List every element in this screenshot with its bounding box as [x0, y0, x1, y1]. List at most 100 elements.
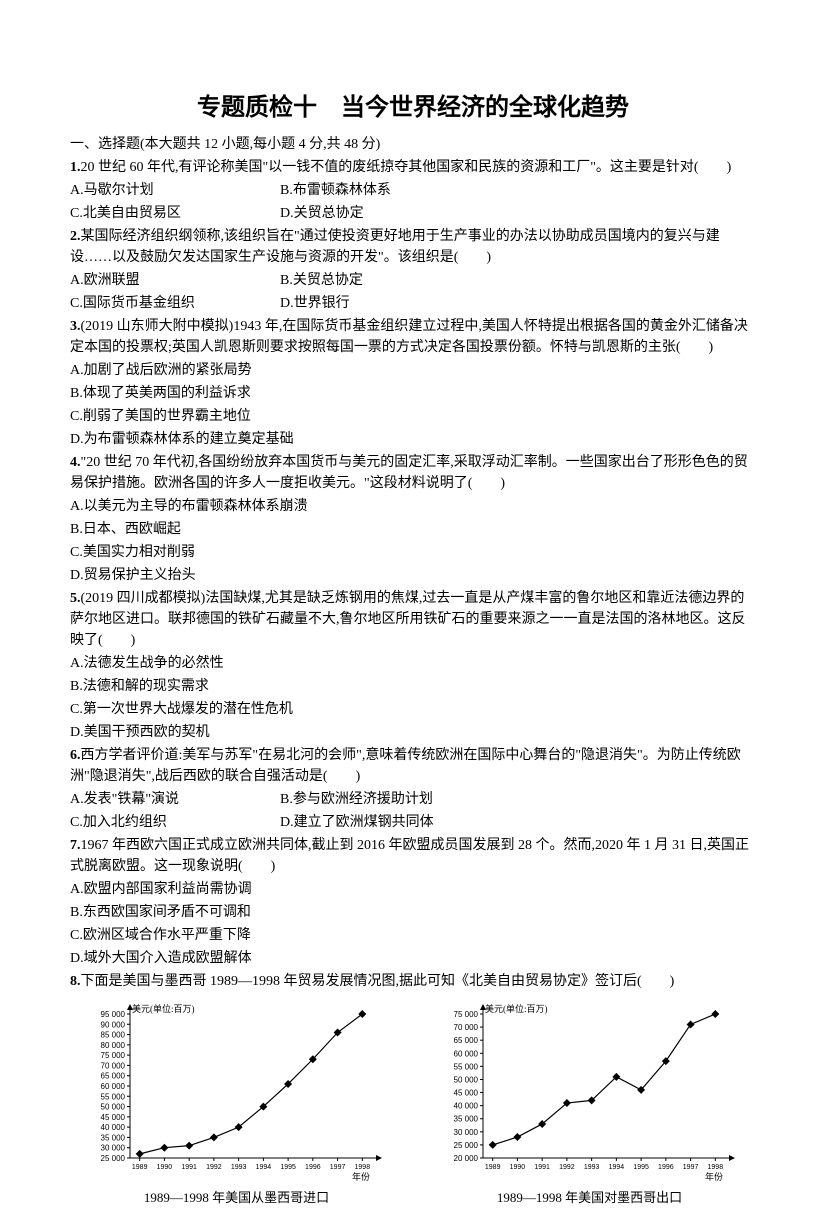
option: B.关贸总协定 [280, 270, 363, 291]
question-number: 4. [70, 455, 81, 470]
svg-text:35 000: 35 000 [100, 1133, 125, 1142]
question: 2.某国际经济组织纲领称,该组织旨在"通过使投资更好地用于生产事业的办法以协助成… [70, 226, 756, 268]
page-title: 专题质检十 当今世界经济的全球化趋势 [70, 90, 756, 126]
svg-text:1993: 1993 [583, 1164, 599, 1171]
option-line: C.加入北约组织D.建立了欧洲煤钢共同体 [70, 812, 756, 833]
question: 6.西方学者评价道:美军与苏军"在易北河的会师",意味着传统欧洲在国际中心舞台的… [70, 745, 756, 787]
svg-text:1990: 1990 [509, 1164, 525, 1171]
question-number: 3. [70, 319, 81, 334]
question-number: 2. [70, 229, 81, 244]
question-number: 8. [70, 974, 81, 989]
svg-text:45 000: 45 000 [100, 1113, 125, 1122]
svg-text:65 000: 65 000 [100, 1072, 125, 1081]
svg-text:1995: 1995 [280, 1164, 296, 1171]
svg-text:70 000: 70 000 [100, 1061, 125, 1070]
charts-row: 25 00030 00035 00040 00045 00050 00055 0… [70, 996, 756, 1208]
svg-text:35 000: 35 000 [453, 1115, 478, 1124]
chart-left: 25 00030 00035 00040 00045 00050 00055 0… [82, 996, 392, 1186]
svg-text:1995: 1995 [633, 1164, 649, 1171]
chart-left-caption: 1989—1998 年美国从墨西哥进口 [144, 1188, 329, 1208]
option-line: D.美国干预西欧的契机 [70, 722, 756, 743]
option: D.建立了欧洲煤钢共同体 [280, 812, 434, 833]
question: 3.(2019 山东师大附中模拟)1943 年,在国际货币基金组织建立过程中,美… [70, 316, 756, 358]
question-text: 西方学者评价道:美军与苏军"在易北河的会师",意味着传统欧洲在国际中心舞台的"隐… [70, 748, 741, 784]
option-line: B.体现了英美两国的利益诉求 [70, 383, 756, 404]
chart-left-block: 25 00030 00035 00040 00045 00050 00055 0… [70, 996, 403, 1208]
option-line: D.贸易保护主义抬头 [70, 565, 756, 586]
question: 4."20 世纪 70 年代初,各国纷纷放弃本国货币与美元的固定汇率,采取浮动汇… [70, 452, 756, 494]
option: A.马歇尔计划 [70, 180, 250, 201]
svg-text:1989: 1989 [484, 1164, 500, 1171]
svg-text:70 000: 70 000 [453, 1023, 478, 1032]
option-line: C.北美自由贸易区D.关贸总协定 [70, 203, 756, 224]
svg-text:60 000: 60 000 [453, 1049, 478, 1058]
svg-text:55 000: 55 000 [100, 1092, 125, 1101]
svg-text:1997: 1997 [682, 1164, 698, 1171]
option-line: A.欧盟内部国家利益尚需协调 [70, 879, 756, 900]
chart-right: 20 00025 00030 00035 00040 00045 00050 0… [435, 996, 745, 1186]
question-text: (2019 四川成都模拟)法国缺煤,尤其是缺乏炼钢用的焦煤,过去一直是从产煤丰富… [70, 591, 746, 648]
svg-text:90 000: 90 000 [100, 1020, 125, 1029]
svg-text:80 000: 80 000 [100, 1041, 125, 1050]
svg-text:1994: 1994 [608, 1164, 624, 1171]
option-line: C.第一次世界大战爆发的潜在性危机 [70, 699, 756, 720]
svg-text:1996: 1996 [658, 1164, 674, 1171]
option-line: B.东西欧国家间矛盾不可调和 [70, 902, 756, 923]
question: 8.下面是美国与墨西哥 1989—1998 年贸易发展情况图,据此可知《北美自由… [70, 971, 756, 992]
question-text: "20 世纪 70 年代初,各国纷纷放弃本国货币与美元的固定汇率,采取浮动汇率制… [70, 455, 748, 491]
svg-text:1994: 1994 [255, 1164, 271, 1171]
question: 1.20 世纪 60 年代,有评论称美国"以一钱不值的废纸掠夺其他国家和民族的资… [70, 157, 756, 178]
question-number: 6. [70, 748, 81, 763]
question: 7.1967 年西欧六国正式成立欧洲共同体,截止到 2016 年欧盟成员国发展到… [70, 835, 756, 877]
option: B.参与欧洲经济援助计划 [280, 789, 433, 810]
svg-text:20 000: 20 000 [453, 1154, 478, 1163]
svg-text:1991: 1991 [181, 1164, 197, 1171]
svg-text:25 000: 25 000 [453, 1141, 478, 1150]
question-number: 1. [70, 160, 81, 175]
svg-text:50 000: 50 000 [100, 1103, 125, 1112]
option-line: C.削弱了美国的世界霸主地位 [70, 406, 756, 427]
question: 5.(2019 四川成都模拟)法国缺煤,尤其是缺乏炼钢用的焦煤,过去一直是从产煤… [70, 588, 756, 651]
svg-text:1998: 1998 [707, 1164, 723, 1171]
question-text: (2019 山东师大附中模拟)1943 年,在国际货币基金组织建立过程中,美国人… [70, 319, 748, 355]
svg-text:1993: 1993 [230, 1164, 246, 1171]
option: A.欧洲联盟 [70, 270, 250, 291]
svg-text:50 000: 50 000 [453, 1075, 478, 1084]
svg-text:1991: 1991 [534, 1164, 550, 1171]
question-text: 1967 年西欧六国正式成立欧洲共同体,截止到 2016 年欧盟成员国发展到 2… [70, 838, 749, 874]
option-line: D.域外大国介入造成欧盟解体 [70, 948, 756, 969]
svg-text:40 000: 40 000 [453, 1102, 478, 1111]
question-number: 7. [70, 838, 81, 853]
svg-text:30 000: 30 000 [100, 1144, 125, 1153]
svg-text:美元(单位:百万): 美元(单位:百万) [132, 1003, 195, 1014]
option-line: A.发表"铁幕"演说 B.参与欧洲经济援助计划 [70, 789, 756, 810]
option-line: A.法德发生战争的必然性 [70, 653, 756, 674]
svg-text:30 000: 30 000 [453, 1128, 478, 1137]
svg-text:1992: 1992 [559, 1164, 575, 1171]
svg-text:55 000: 55 000 [453, 1062, 478, 1071]
option-line: D.为布雷顿森林体系的建立奠定基础 [70, 429, 756, 450]
option: A.发表"铁幕"演说 [70, 789, 250, 810]
svg-text:年份: 年份 [351, 1171, 369, 1182]
option-line: C.美国实力相对削弱 [70, 542, 756, 563]
option-line: B.日本、西欧崛起 [70, 519, 756, 540]
svg-text:1996: 1996 [305, 1164, 321, 1171]
svg-text:1997: 1997 [329, 1164, 345, 1171]
question-number: 5. [70, 591, 81, 606]
option-line: A.加剧了战后欧洲的紧张局势 [70, 360, 756, 381]
svg-text:年份: 年份 [704, 1171, 722, 1182]
option-line: B.法德和解的现实需求 [70, 676, 756, 697]
svg-text:85 000: 85 000 [100, 1031, 125, 1040]
svg-text:1989: 1989 [131, 1164, 147, 1171]
option: C.国际货币基金组织 [70, 293, 250, 314]
option: D.关贸总协定 [280, 203, 364, 224]
svg-text:1990: 1990 [156, 1164, 172, 1171]
svg-text:95 000: 95 000 [100, 1010, 125, 1019]
chart-right-caption: 1989—1998 年美国对墨西哥出口 [497, 1188, 682, 1208]
chart-right-block: 20 00025 00030 00035 00040 00045 00050 0… [423, 996, 756, 1208]
option: D.世界银行 [280, 293, 350, 314]
option-line: C.欧洲区域合作水平严重下降 [70, 925, 756, 946]
svg-text:65 000: 65 000 [453, 1036, 478, 1045]
svg-text:1998: 1998 [354, 1164, 370, 1171]
svg-text:1992: 1992 [206, 1164, 222, 1171]
